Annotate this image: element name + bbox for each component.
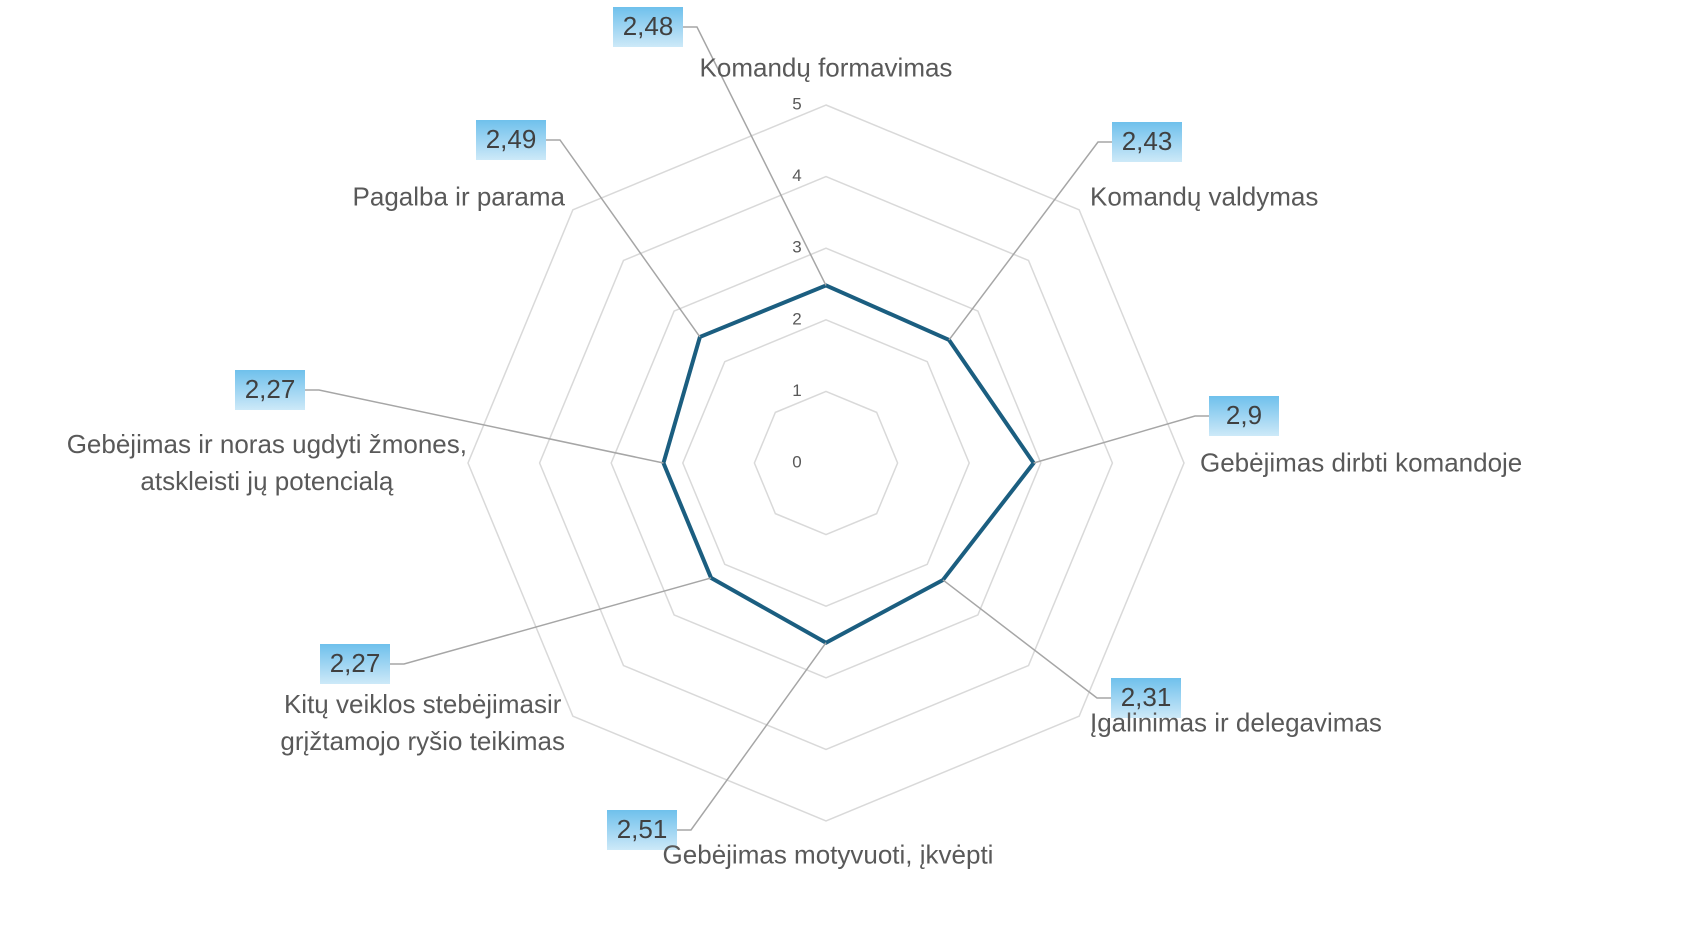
data-label-box bbox=[1112, 122, 1182, 162]
data-label-box bbox=[1111, 678, 1181, 718]
category-label: Įgalinimas ir delegavimas bbox=[1090, 707, 1382, 738]
radar-line bbox=[661, 283, 1036, 645]
grid-line bbox=[681, 318, 971, 608]
data-label: 2,49 bbox=[486, 124, 537, 154]
category-label: Gebėjimas motyvuoti, įkvėpti bbox=[662, 839, 994, 870]
data-label-box bbox=[613, 7, 683, 47]
data-label: 2,9 bbox=[1226, 400, 1262, 430]
leader-line bbox=[1033, 415, 1209, 464]
leader-line bbox=[305, 389, 664, 464]
tick-label: 3 bbox=[792, 238, 801, 257]
data-label-box bbox=[1209, 396, 1279, 436]
tick-label: 5 bbox=[792, 94, 801, 113]
data-label: 2,31 bbox=[1121, 682, 1172, 712]
grid-line bbox=[467, 104, 1185, 822]
grid-line bbox=[753, 390, 899, 536]
category-label: Pagalba ir parama bbox=[352, 181, 565, 212]
data-label-box bbox=[476, 120, 546, 160]
leader-line bbox=[948, 141, 1112, 341]
data-label: 2,27 bbox=[330, 648, 381, 678]
category-label: Gebėjimas dirbti komandoje bbox=[1200, 447, 1523, 478]
category-label: Kitų veiklos stebėjimasir grįžtamojo ryš… bbox=[280, 689, 565, 756]
leader-line bbox=[390, 577, 712, 665]
data-label-box bbox=[235, 370, 305, 410]
leader-line bbox=[677, 642, 827, 831]
leader-line bbox=[942, 579, 1111, 699]
data-label: 2,43 bbox=[1122, 126, 1173, 156]
tick-label: 0 bbox=[792, 452, 801, 471]
data-label-box bbox=[320, 644, 390, 684]
data-label-box bbox=[607, 810, 677, 850]
category-label: Komandų formavimas bbox=[699, 52, 953, 83]
leader-line bbox=[546, 139, 701, 338]
tick-label: 2 bbox=[792, 309, 801, 328]
data-label: 2,27 bbox=[245, 374, 296, 404]
category-label: Gebėjimas ir noras ugdyti žmones, atskle… bbox=[66, 429, 467, 496]
tick-label: 1 bbox=[792, 381, 801, 400]
grid-line bbox=[538, 175, 1114, 751]
category-label: Komandų valdymas bbox=[1090, 181, 1319, 212]
data-label: 2,51 bbox=[617, 814, 668, 844]
tick-label: 4 bbox=[792, 166, 801, 185]
leader-line bbox=[683, 26, 827, 286]
data-label: 2,48 bbox=[623, 11, 674, 41]
grid-line bbox=[610, 247, 1042, 679]
